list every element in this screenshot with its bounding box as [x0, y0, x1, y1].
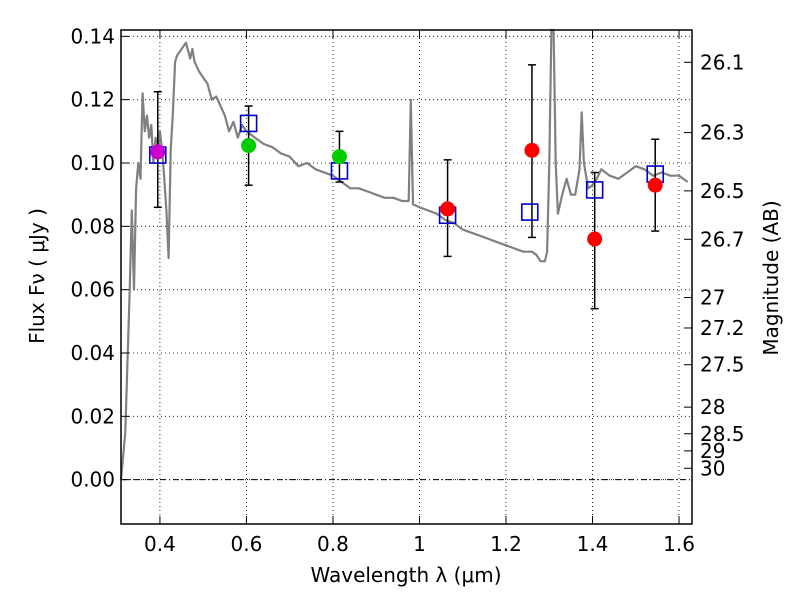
mag-tick-label-7: 28: [700, 395, 725, 419]
mag-tick-label-10: 30: [700, 456, 725, 480]
x-tick-label-3: 1: [413, 532, 426, 556]
mag-tick-label-6: 27.5: [700, 353, 745, 377]
observed-point-4: [524, 142, 540, 158]
axis-ticks: [121, 30, 692, 524]
observed-point-3: [440, 201, 456, 217]
error-bars: [153, 64, 660, 310]
y-tick-label-7: 0.14: [70, 24, 115, 48]
grid-lines: [121, 30, 692, 524]
y-tick-label-6: 0.12: [70, 88, 115, 112]
observed-point-5: [587, 231, 603, 247]
observed-point-6: [647, 177, 663, 193]
y-tick-label-0: 0.00: [70, 468, 115, 492]
observed-points: [150, 138, 663, 247]
mag-tick-label-8: 28.5: [700, 422, 745, 446]
spectrum-line: [119, 28, 689, 480]
x-tick-label-5: 1.4: [577, 532, 609, 556]
x-tick-labels: 0.4 0.6 0.8 1 1.2 1.4 1.6: [144, 532, 695, 556]
observed-point-2: [331, 149, 347, 165]
mag-tick-label-4: 27: [700, 286, 725, 310]
observed-point-1: [241, 138, 257, 154]
y-tick-label-1: 0.02: [70, 404, 115, 428]
y-tick-label-5: 0.10: [70, 151, 115, 175]
mag-tick-label-0: 26.1: [700, 50, 745, 74]
x-tick-label-4: 1.2: [490, 532, 522, 556]
right-axis-label: Magnitude (AB): [759, 200, 783, 355]
x-axis-label: Wavelength λ (μm): [310, 563, 501, 587]
mag-tick-label-2: 26.5: [700, 179, 745, 203]
model-square-5: [585, 181, 604, 199]
x-tick-label-0: 0.4: [144, 532, 176, 556]
observed-point-0: [150, 144, 166, 160]
y-tick-label-4: 0.08: [70, 214, 115, 238]
model-square-4: [520, 203, 539, 221]
model-squares: [148, 114, 665, 225]
model-square-1: [239, 114, 258, 133]
y-tick-label-3: 0.06: [70, 278, 115, 302]
mag-tick-label-3: 26.7: [700, 227, 745, 251]
y-tick-labels: 0.00 0.02 0.04 0.06 0.08 0.10 0.12 0.14: [70, 24, 115, 491]
mag-tick-label-1: 26.3: [700, 121, 745, 145]
mag-tick-label-5: 27.2: [700, 316, 745, 340]
y-tick-label-2: 0.04: [70, 341, 115, 365]
spectrum-line-group: [119, 28, 689, 480]
x-tick-label-1: 0.6: [231, 532, 263, 556]
mag-tick-label-9: 29: [700, 439, 725, 463]
x-tick-label-2: 0.8: [317, 532, 349, 556]
y-axis-label: Flux Fν ( μJy ): [25, 208, 49, 344]
plot-frame: [120, 29, 693, 525]
x-tick-label-6: 1.6: [663, 532, 695, 556]
